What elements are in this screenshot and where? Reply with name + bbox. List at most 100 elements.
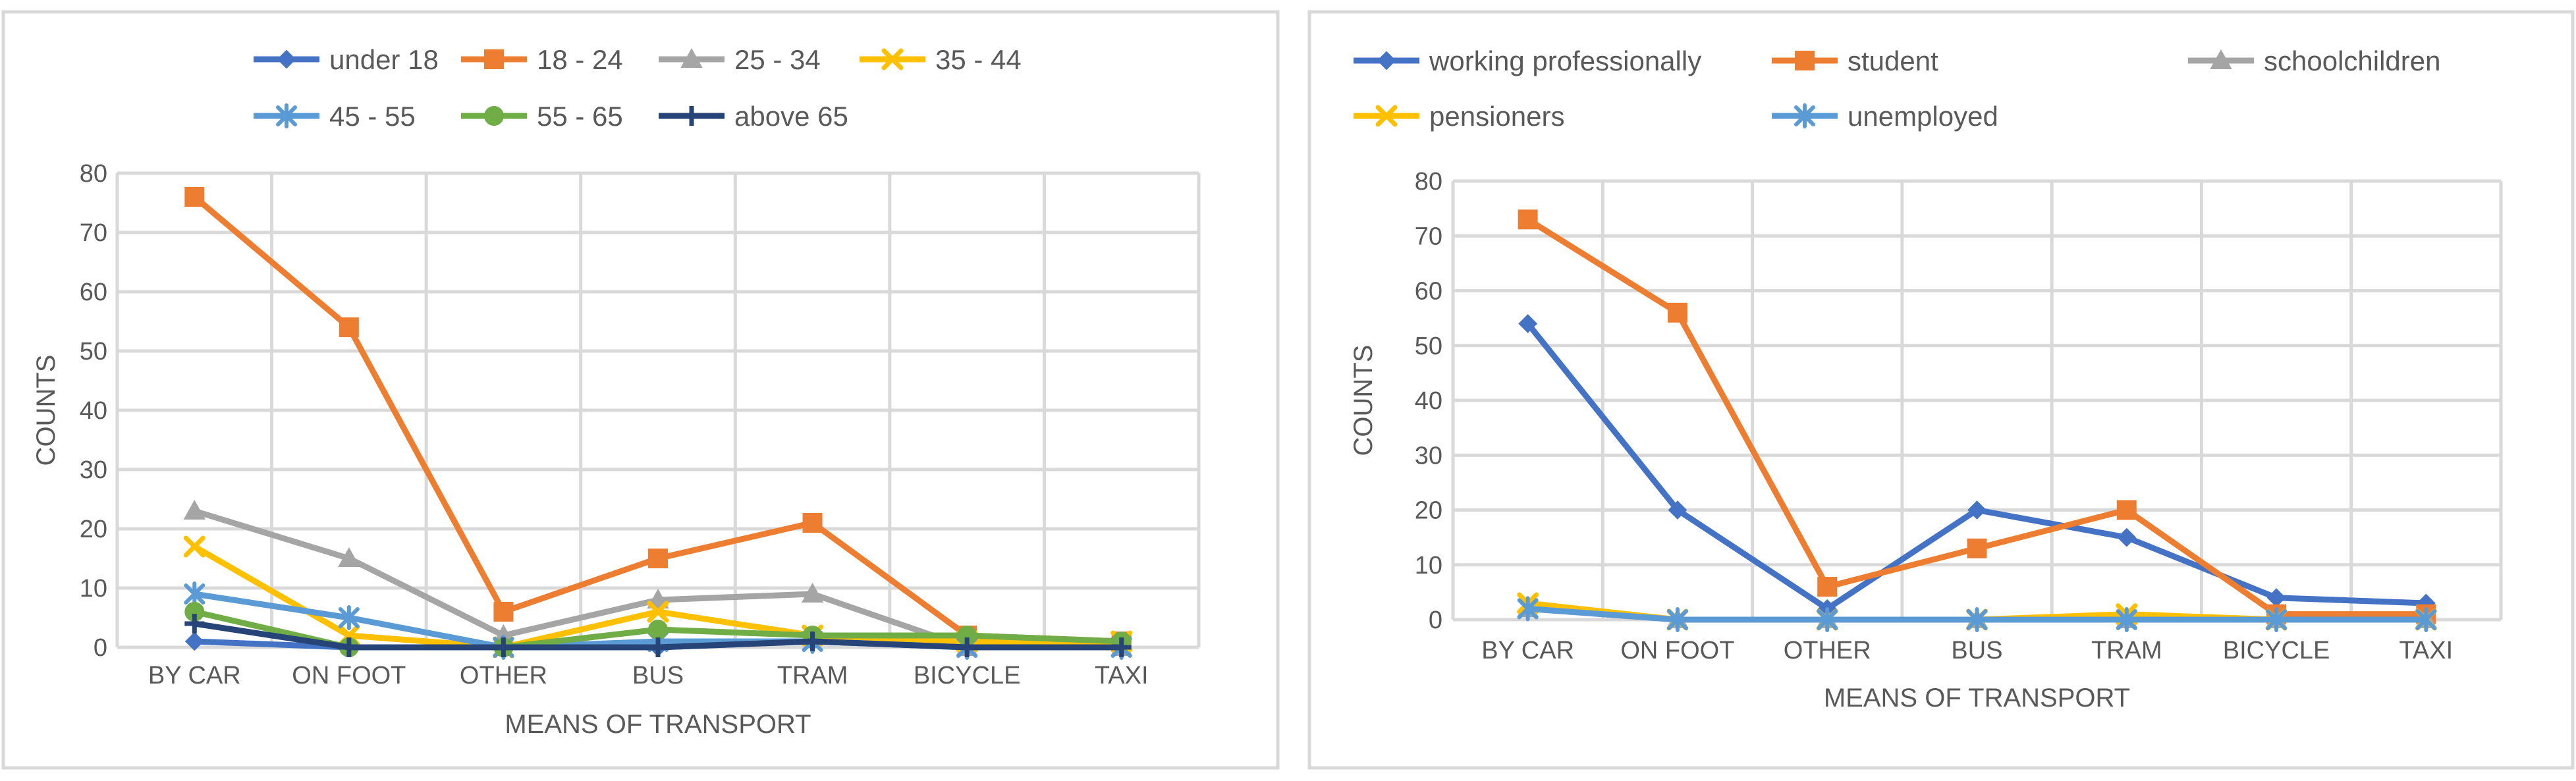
chart2-legend-item: pensioners [1354,101,1564,132]
chart2-legend-marker [2210,49,2232,69]
chart1-y-tick-label: 70 [80,219,107,247]
chart1-data-point [184,187,205,207]
chart1-data-point [802,632,823,651]
chart2-panel: 0 10 20 30 40 50 60 70 80 BY CAR ON FOOT OTHER BUS TR… [1307,10,2575,770]
chart2-x-tick-label: BICYCLE [2223,637,2330,664]
chart1-legend-marker [682,106,701,126]
chart1-legend-item: 18 - 24 [461,44,623,75]
chart2-data-point [1967,538,1987,558]
chart2-legend-label: student [1848,45,1938,76]
chart2-y-tick-label: 20 [1415,497,1442,525]
chart2-y-tick-label: 30 [1415,442,1442,470]
chart1-legend-marker [277,49,296,69]
chart2-y-tick-label: 40 [1415,387,1442,415]
chart1-data-point [338,547,360,567]
chart2-data-point [1518,209,1538,230]
chart2-data-point [1668,500,1687,520]
chart1-y-axis-title: COUNTS [32,355,61,466]
chart1-legend: under 18 18 - 24 25 - 34 35 - 44 45 - 55 55 -… [254,44,1022,132]
chart1-data-point [184,632,204,651]
chart2-data-point [1817,577,1838,597]
chart1-legend-marker [881,48,904,70]
chart2-gridlines [1451,179,2503,622]
chart2-legend-label: pensioners [1429,101,1564,132]
chart2-y-tick-label: 70 [1415,223,1442,250]
chart1-legend-item: 45 - 55 [254,101,416,132]
chart1-y-tick-label: 50 [80,338,107,365]
chart2-x-tick-label: BUS [1951,637,2002,664]
chart2-x-tick-label: TAXI [2399,637,2453,664]
chart1-frame [1,10,1280,770]
chart2-legend-marker [1377,51,1396,70]
chart1-data-point [648,549,668,568]
chart1-data-point [801,582,824,603]
chart1-legend-item: under 18 [254,44,439,75]
chart1-data-point [647,588,669,608]
chart1-data-point [339,637,359,657]
chart1-data-point [957,637,977,657]
chart2-y-tick-label: 0 [1429,606,1442,634]
chart2-data-point [1667,302,1687,323]
chart1-y-tick-label: 10 [80,575,107,603]
chart1-x-tick-label: BY CAR [148,662,241,689]
chart2-legend-label: working professionally [1429,45,1701,76]
chart2-legend-item: unemployed [1772,101,1998,132]
chart2-data-point [2116,500,2137,520]
chart1-y-tick-label: 20 [80,516,107,543]
chart2-legend-item: schoolchildren [2188,45,2441,76]
chart1-legend-label: 55 - 65 [537,101,623,132]
chart1-data-point [183,535,206,558]
chart1-y-tick-label: 80 [80,160,107,188]
chart1-data-point [184,614,205,633]
chart2-legend: working professionally student schoolchild… [1354,45,2441,132]
chart1-data-point [338,605,360,630]
chart1-legend-label: 35 - 44 [935,44,1022,75]
chart1-x-tick-label: TRAM [777,662,848,689]
chart1-y-tick-label: 30 [80,456,107,484]
chart1-legend-label: 25 - 34 [734,44,821,75]
chart1-legend-marker [276,103,297,128]
chart2-data-point [2117,527,2137,547]
chart2-y-tick-label: 50 [1415,333,1442,360]
chart2-legend-marker [1794,103,1815,128]
chart2-legend-label: unemployed [1848,101,1998,132]
chart2-y-tick-label: 80 [1415,168,1442,196]
chart1-x-axis-title: MEANS OF TRANSPORT [505,710,811,739]
chart1-x-tick-label: TAXI [1095,662,1149,689]
chart2-data-point [1817,607,1838,632]
chart1-data-point [339,317,359,337]
chart2-legend-marker [1375,105,1398,127]
chart2-legend-item: working professionally [1354,45,1701,76]
chart1-legend-marker [484,49,504,69]
chart1-data-point [647,601,669,623]
chart1-data-point [648,637,668,657]
chart1-legend-item: above 65 [659,101,848,132]
chart2-data-point [2266,607,2288,632]
chart1-x-tick-label: BUS [632,662,684,689]
chart2-data-point [1666,607,1688,632]
chart1-panel: 0 10 20 30 40 50 60 70 80 BY CAR ON FOOT OTHER BUS TR… [1,10,1280,770]
chart1-gridlines [115,171,1201,649]
chart2-legend-item: student [1772,45,1938,76]
chart2-series-5 [1517,596,2437,632]
chart1-y-tick-label: 0 [94,634,107,662]
chart1-data-point [184,581,206,606]
chart2-data-point [1517,596,1539,622]
chart1-data-point [648,620,668,639]
chart2-data-point [1966,607,1988,632]
chart1-legend-item: 55 - 65 [461,101,623,132]
chart2-legend-label: schoolchildren [2264,45,2441,76]
chart1-data-point [493,637,514,657]
chart1-legend-item: 25 - 34 [659,44,821,75]
chart2-data-point [1967,500,1987,520]
chart2-data-point [1518,314,1538,333]
chart1-x-tick-label: BICYCLE [914,662,1021,689]
chart1-x-tick-label: OTHER [460,662,547,689]
chart1-legend-label: 45 - 55 [329,101,416,132]
chart1-series-7 [184,614,1132,657]
chart2-x-axis-title: MEANS OF TRANSPORT [1824,684,2130,713]
chart1-legend-label: under 18 [329,44,439,75]
chart1-y-tick-label: 60 [80,279,107,306]
chart2-legend-marker [1795,51,1815,70]
